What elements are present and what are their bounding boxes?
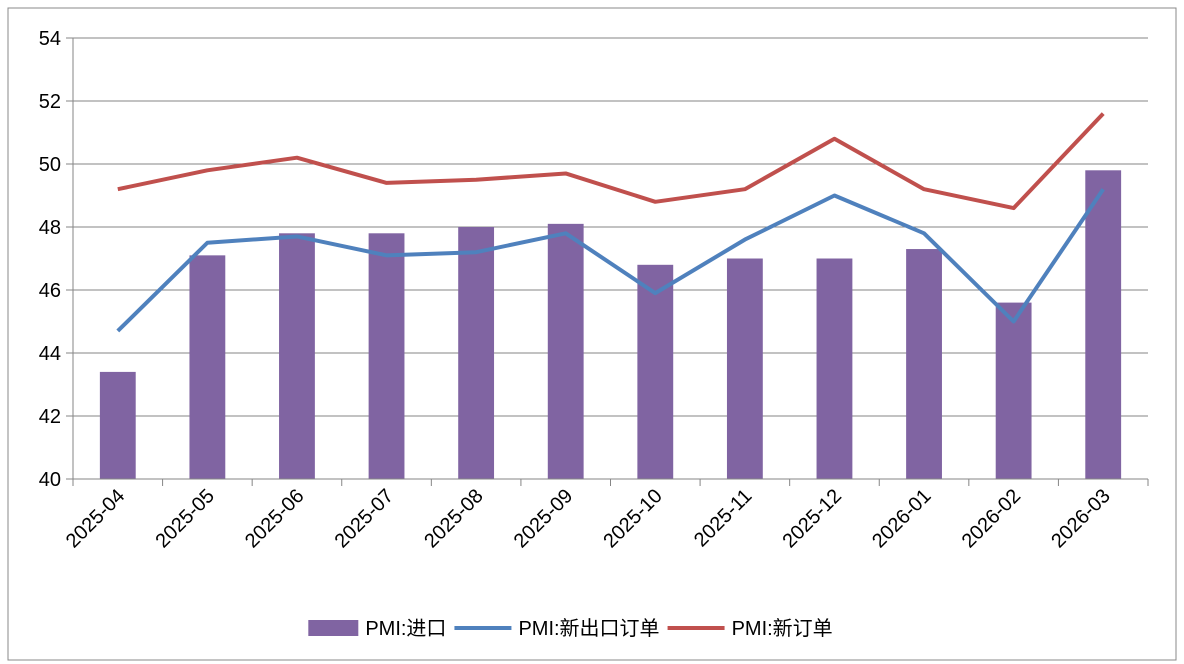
y-tick-label: 46 [39,280,61,302]
legend: PMI:进口 PMI:新出口订单 PMI:新订单 [308,617,833,640]
bar [637,264,674,479]
line-series [117,112,1105,211]
bar [726,258,763,479]
bar [995,302,1032,479]
bar [189,255,226,479]
legend-label: PMI:新订单 [732,617,833,640]
y-tick-label: 48 [39,217,61,239]
bar [547,223,584,479]
bar [279,233,315,479]
legend-swatch [308,620,359,636]
y-tick-label: 52 [39,91,61,113]
legend-label: PMI:新出口订单 [518,617,659,640]
y-tick-label: 40 [39,469,61,491]
y-tick-label: 44 [39,343,61,365]
y-tick-label: 50 [39,154,61,176]
bar [99,371,136,479]
y-tick-label: 54 [39,28,61,50]
legend-label: PMI:进口 [365,617,446,640]
line-series [116,188,1105,333]
bar [458,227,495,479]
bar [368,233,405,479]
bar [1085,170,1122,480]
bar [906,249,942,479]
bars [99,170,1122,480]
y-tick-label: 42 [39,406,61,428]
lines [116,112,1105,333]
bar [816,258,853,479]
